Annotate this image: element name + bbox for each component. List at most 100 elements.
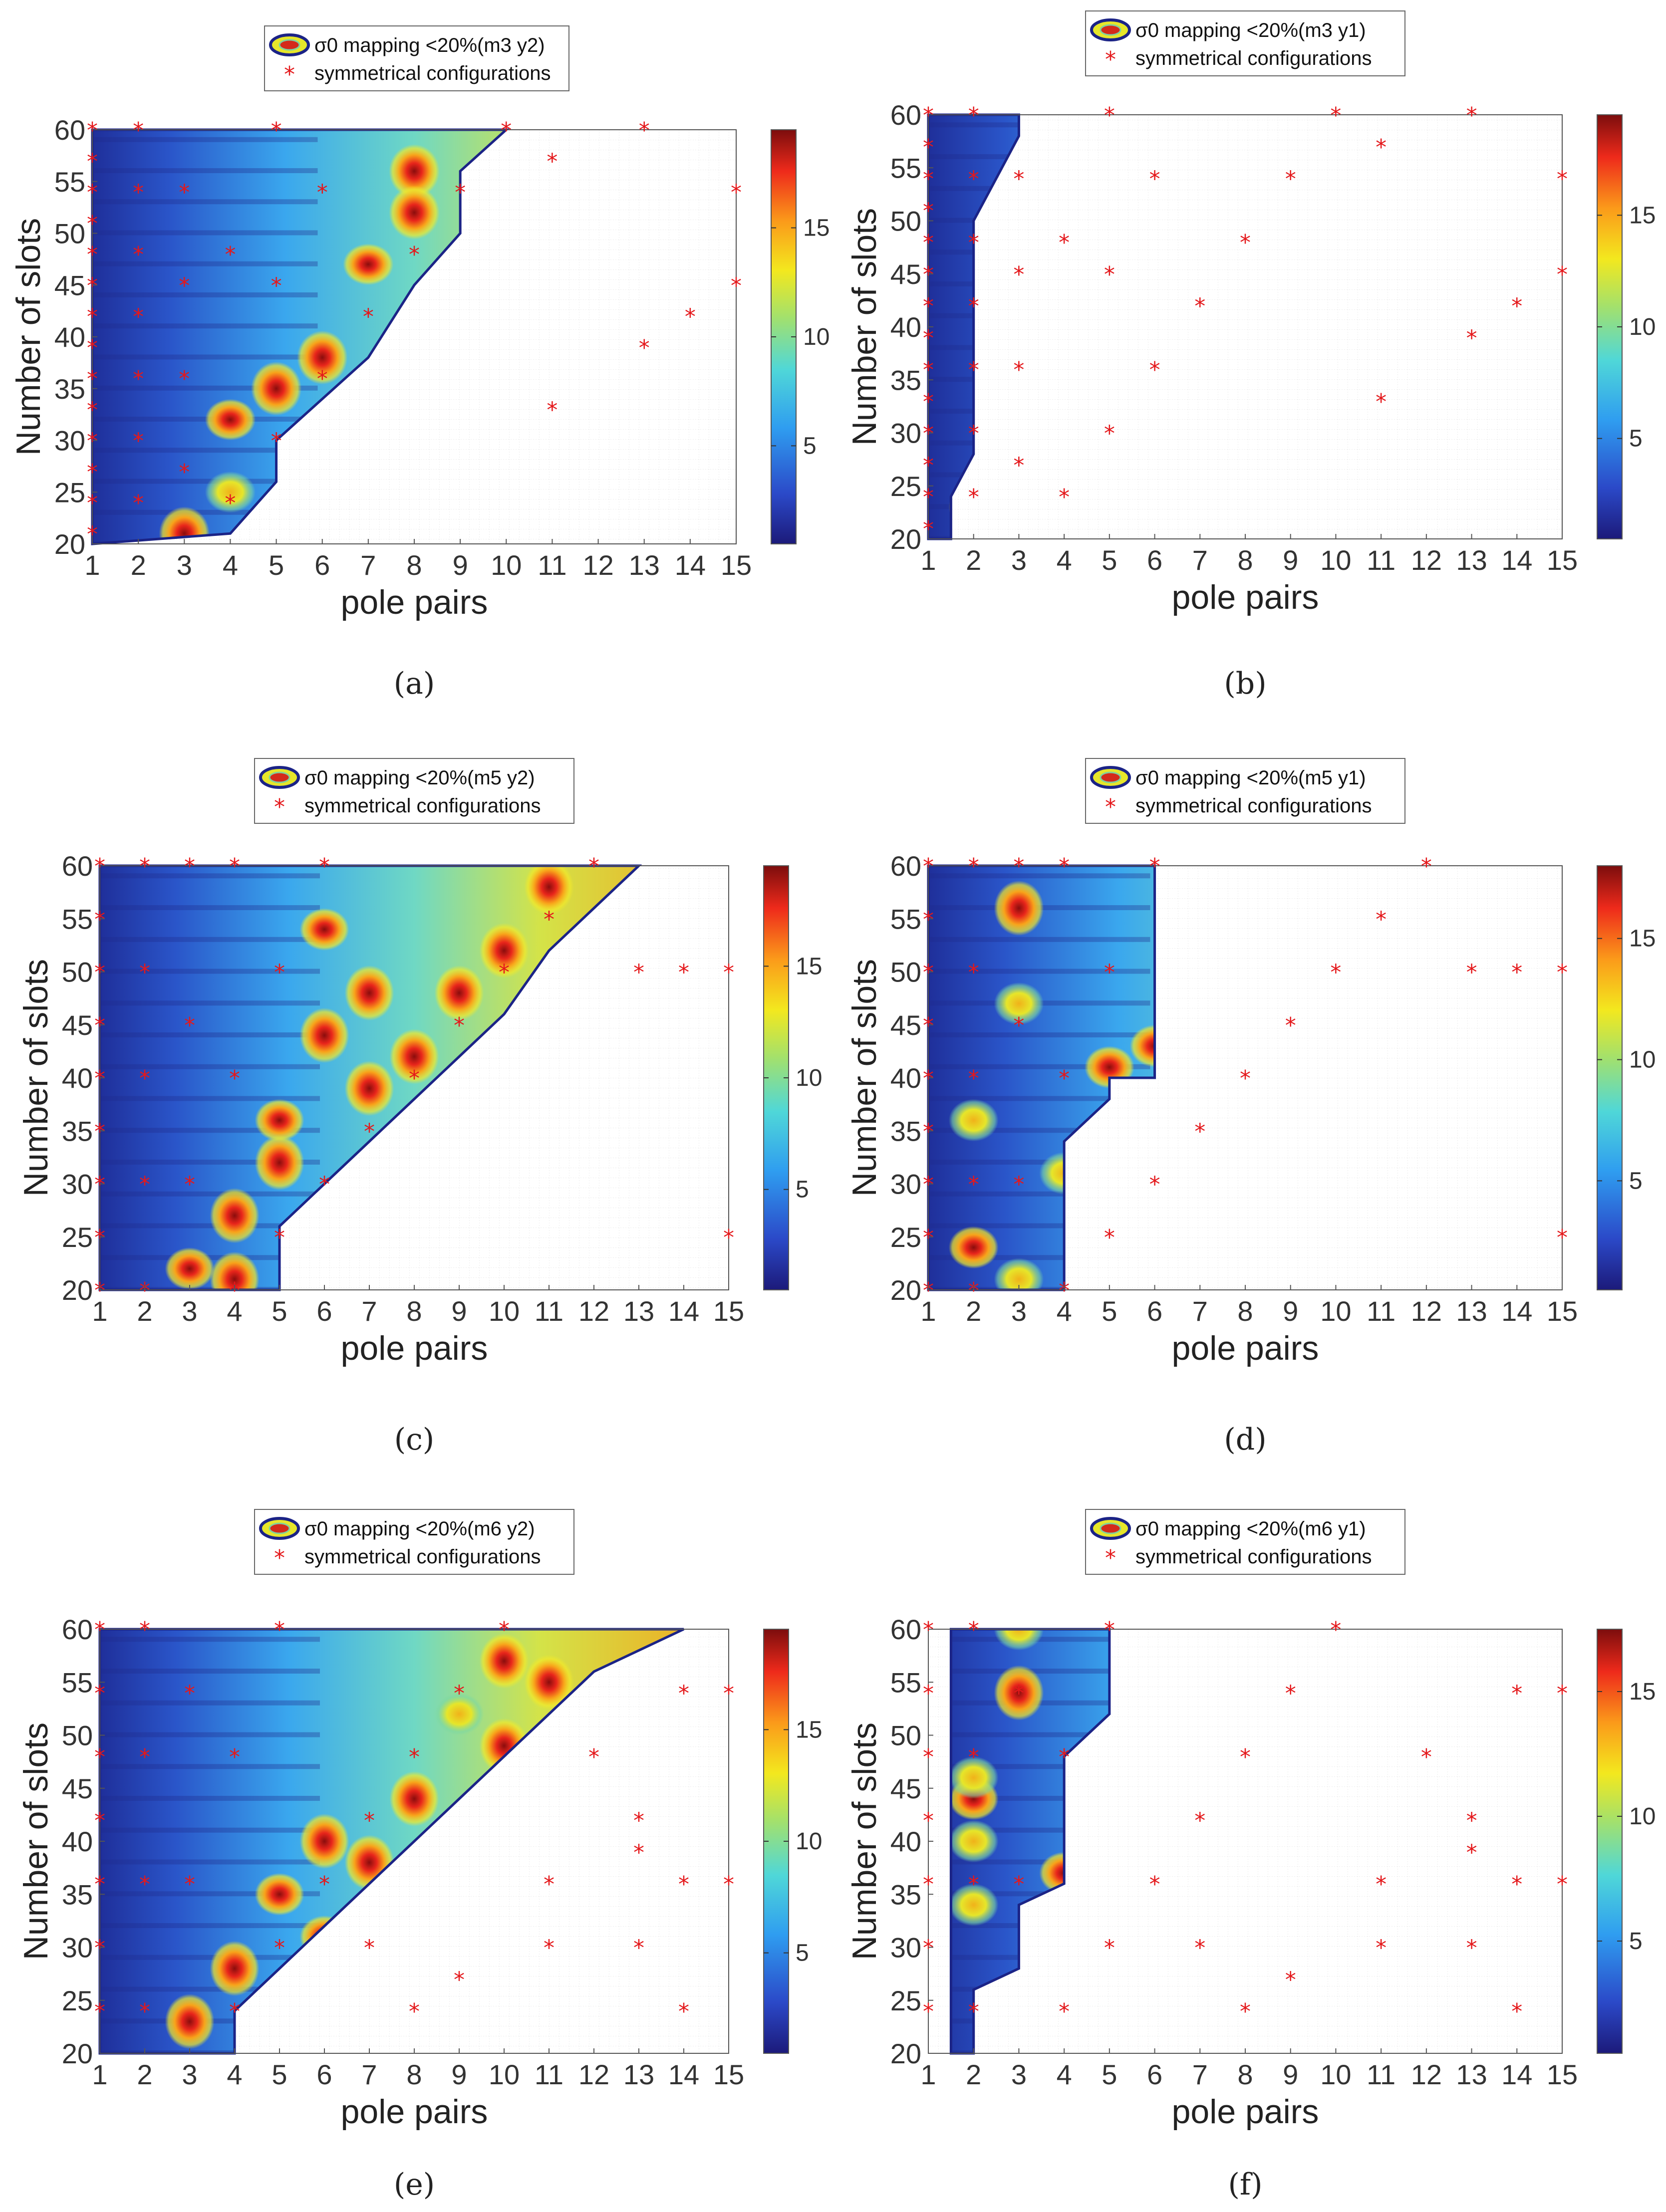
- sym-point: *: [87, 149, 98, 174]
- y-tick-label: 30: [62, 1932, 93, 1964]
- y-tick-label: 55: [62, 903, 93, 935]
- legend-label-symmetrical: symmetrical configurations: [304, 1546, 541, 1568]
- colorbar-tick-label: 5: [803, 433, 817, 459]
- colorbar-tick-label: 10: [1629, 1803, 1656, 1830]
- x-tick-label: 14: [1501, 2059, 1532, 2090]
- y-tick-label: 20: [890, 1274, 921, 1306]
- contour-band: [92, 448, 318, 453]
- x-tick-label: 1: [920, 544, 936, 576]
- sym-point: *: [454, 1967, 465, 1992]
- y-tick-label: 35: [890, 364, 921, 396]
- y-tick-label: 50: [890, 957, 921, 988]
- sym-point: *: [1557, 262, 1568, 287]
- sym-point: *: [229, 1999, 240, 2024]
- sym-point: *: [1466, 960, 1477, 985]
- sym-point: *: [94, 1999, 105, 2024]
- sym-point: *: [1104, 1936, 1115, 1961]
- sym-point: *: [685, 304, 696, 330]
- sym-point: *: [1013, 167, 1024, 192]
- contour-band: [92, 417, 318, 422]
- sym-point: *: [364, 1808, 375, 1834]
- y-tick-label: 45: [890, 1009, 921, 1041]
- sym-point: *: [274, 1225, 285, 1250]
- sym-point: *: [87, 304, 98, 330]
- hotspot: [994, 982, 1044, 1025]
- sym-point: *: [923, 854, 934, 879]
- sym-point: *: [1149, 167, 1160, 192]
- contour-band: [100, 1637, 320, 1642]
- sym-point: *: [923, 1066, 934, 1091]
- contour-band: [100, 1223, 320, 1229]
- panel-c: ******************************* * **1 2 3 4 5 6…: [17, 758, 822, 1457]
- x-tick-label: 14: [668, 2059, 699, 2090]
- y-tick-label: 45: [62, 1773, 93, 1804]
- x-tick-label: 4: [227, 2059, 242, 2090]
- legend-box: [254, 1509, 574, 1575]
- sym-point: *: [1149, 357, 1160, 383]
- x-tick-label: 1: [920, 2059, 936, 2090]
- x-tick-label: 4: [223, 549, 238, 581]
- legend-label-mapping: σ0 mapping <20%(m6 y1): [1135, 1518, 1366, 1540]
- x-tick-label: 15: [713, 1295, 744, 1327]
- contour-band: [92, 261, 318, 266]
- contour-band: [928, 969, 1150, 974]
- y-tick-label: 30: [890, 1169, 921, 1200]
- colorbar-tick-label: 5: [796, 1177, 809, 1203]
- x-tick-label: 12: [582, 549, 613, 581]
- colorbar-tick-label: 10: [796, 1828, 822, 1855]
- y-axis-label: Number of slots: [845, 959, 883, 1197]
- contour-band: [100, 1955, 320, 1960]
- y-tick-label: 35: [62, 1879, 93, 1910]
- legend-star-icon: *: [274, 1545, 285, 1571]
- sym-point: *: [923, 1744, 934, 1770]
- sym-point: *: [923, 262, 934, 287]
- x-axis-label: pole pairs: [1172, 578, 1319, 616]
- y-tick-label: 60: [62, 850, 93, 882]
- sym-point: *: [544, 1936, 555, 1961]
- legend-label-mapping: σ0 mapping <20%(m3 y1): [1135, 19, 1366, 41]
- y-tick-label: 60: [890, 1614, 921, 1645]
- sym-point: *: [133, 429, 144, 454]
- sym-point: *: [1240, 1744, 1251, 1770]
- sym-point: *: [94, 1119, 105, 1144]
- sym-point: *: [317, 366, 328, 392]
- contour-band: [92, 354, 318, 360]
- x-tick-label: 2: [966, 544, 981, 576]
- sym-point: *: [1104, 960, 1115, 985]
- sym-point: *: [923, 1872, 934, 1897]
- x-tick-label: 8: [1237, 1295, 1253, 1327]
- hotspot: [994, 1665, 1044, 1720]
- x-tick-label: 4: [227, 1295, 242, 1327]
- sym-point: *: [87, 211, 98, 237]
- legend-star-icon: *: [1105, 1545, 1116, 1571]
- x-tick-label: 15: [721, 549, 752, 581]
- sym-point: *: [923, 1013, 934, 1038]
- contour-band: [100, 1796, 320, 1801]
- sym-point: *: [133, 304, 144, 330]
- x-tick-label: 7: [1192, 544, 1208, 576]
- sym-point: *: [317, 180, 328, 206]
- contour-band: [100, 1764, 320, 1769]
- legend-contour-icon-inner: [1100, 1522, 1121, 1534]
- panel-f: ************************************1 2 3 4…: [845, 1509, 1656, 2202]
- sym-point: *: [271, 429, 282, 454]
- panel-caption: (a): [394, 666, 435, 701]
- sym-point: *: [1013, 1172, 1024, 1198]
- sym-point: *: [229, 1066, 240, 1091]
- sym-point: *: [1466, 1936, 1477, 1961]
- sym-point: *: [968, 1872, 979, 1897]
- x-tick-label: 1: [92, 1295, 107, 1327]
- sym-point: *: [923, 135, 934, 160]
- sym-point: *: [731, 273, 742, 298]
- x-tick-label: 1: [84, 549, 100, 581]
- x-tick-label: 11: [1367, 1295, 1395, 1327]
- sym-point: *: [1104, 262, 1115, 287]
- sym-point: *: [923, 960, 934, 985]
- sym-point: *: [1059, 1999, 1070, 2024]
- sym-point: *: [454, 1681, 465, 1707]
- y-tick-label: 50: [890, 1720, 921, 1751]
- sym-point: *: [1013, 453, 1024, 478]
- contour-band: [928, 1160, 1150, 1165]
- colorbar: [1597, 1629, 1623, 2054]
